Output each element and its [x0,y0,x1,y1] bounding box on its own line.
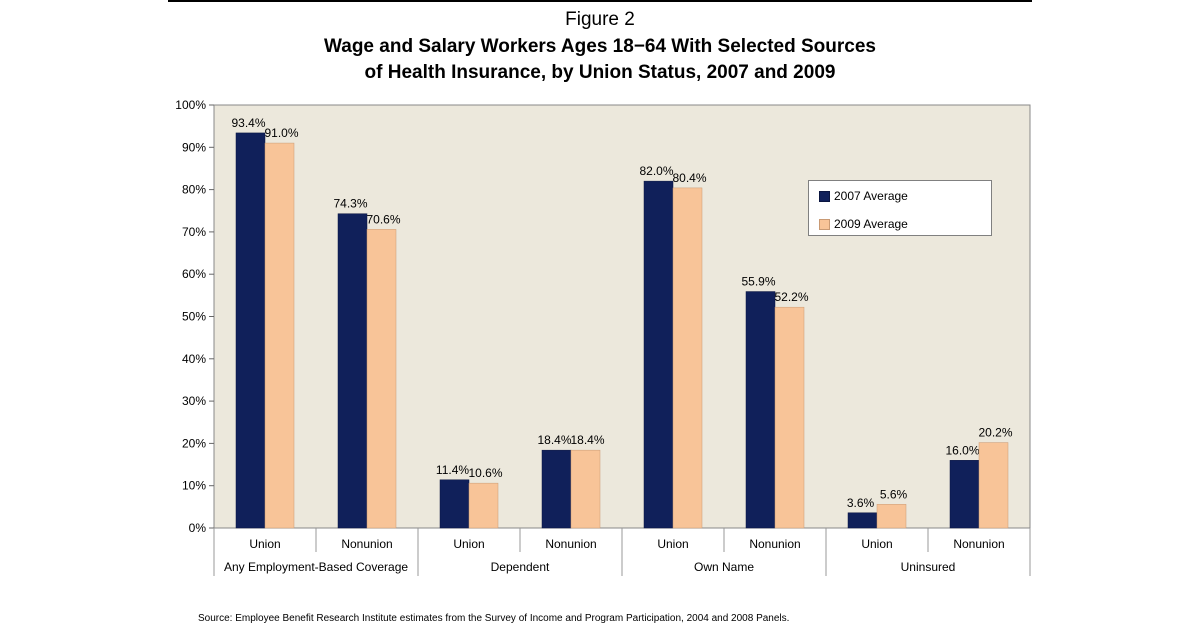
x-category-label: Nonunion [953,537,1004,551]
data-label: 10.6% [468,466,502,480]
y-tick-label: 80% [182,183,206,197]
legend-label-2009: 2009 Average [834,217,908,231]
x-category-label: Nonunion [545,537,596,551]
data-label: 18.4% [570,433,604,447]
data-label: 74.3% [333,197,367,211]
data-label: 11.4% [436,463,469,477]
y-tick-label: 90% [182,140,206,154]
data-label: 80.4% [672,171,706,185]
bar-2009 [264,142,295,529]
legend: 2007 Average 2009 Average [808,180,992,236]
bar-2007 [949,460,980,529]
bar-2009 [468,482,499,529]
bar-2009 [978,442,1009,529]
bar-2009 [672,187,703,529]
bar-2007 [643,180,674,529]
data-label: 52.2% [774,290,808,304]
y-tick-label: 60% [182,267,206,281]
bar-2009 [774,306,805,529]
bar-2009 [876,504,907,529]
x-group-label: Uninsured [901,560,956,574]
data-label: 55.9% [741,275,775,289]
x-category-label: Nonunion [749,537,800,551]
y-tick-label: 40% [182,352,206,366]
legend-swatch-2007 [819,190,830,202]
data-label: 91.0% [264,126,298,140]
bar-2007 [235,132,266,529]
y-tick-label: 10% [182,479,206,493]
y-tick-label: 0% [189,521,207,535]
y-tick-label: 100% [175,98,206,112]
legend-swatch-2009 [819,218,830,230]
bar-2007 [337,213,368,529]
bar-2007 [439,479,470,529]
legend-item-2009: 2009 Average [819,217,908,231]
x-category-label: Union [453,537,484,551]
x-category-label: Union [249,537,280,551]
data-label: 93.4% [231,116,265,130]
data-label: 20.2% [978,426,1012,440]
data-label: 5.6% [880,487,908,501]
y-tick-label: 20% [182,436,206,450]
x-group-label: Any Employment-Based Coverage [224,560,408,574]
x-group-label: Own Name [694,560,754,574]
bar-2009 [570,449,601,529]
data-label: 3.6% [847,496,875,510]
bar-2007 [541,449,572,529]
y-tick-label: 70% [182,225,206,239]
x-group-label: Dependent [491,560,550,574]
bar-2007 [745,291,776,529]
y-tick-label: 50% [182,310,206,324]
top-rule [168,0,1032,2]
x-category-label: Nonunion [341,537,392,551]
source-note: Source: Employee Benefit Research Instit… [198,613,790,624]
plot-area [213,104,1031,529]
x-category-label: Union [861,537,892,551]
legend-item-2007: 2007 Average [819,189,908,203]
chart-title-line-2: of Health Insurance, by Union Status, 20… [364,62,836,83]
bar-2007 [847,512,878,529]
legend-label-2007: 2007 Average [834,189,908,203]
y-tick-label: 30% [182,394,206,408]
data-label: 18.4% [537,433,571,447]
data-label: 82.0% [639,164,673,178]
data-label: 16.0% [945,443,979,457]
x-category-label: Union [657,537,688,551]
figure-label: Figure 2 [565,9,635,30]
data-label: 70.6% [366,212,400,226]
bar-2009 [366,229,397,529]
chart-title-line-1: Wage and Salary Workers Ages 18−64 With … [324,36,876,57]
